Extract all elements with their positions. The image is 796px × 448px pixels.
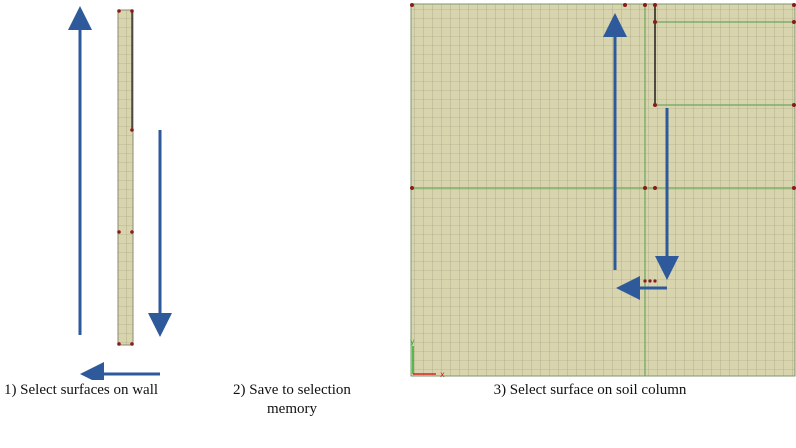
axis-label: y [410,337,415,346]
caption: 3) Select surface on soil column [493,382,687,398]
wall-nodes [117,9,134,346]
figure: y x [68,3,796,380]
axis-label: x [440,370,445,379]
axis-triad: y x [410,337,445,379]
soil-mesh [410,3,796,377]
soil-arrows [603,13,679,300]
wall-mesh [117,9,134,346]
caption: 2) Save to selection memory [233,382,351,417]
wall-arrows [68,6,172,380]
caption: 1) Select surfaces on wall [3,382,159,398]
soil-nodes [410,3,796,283]
